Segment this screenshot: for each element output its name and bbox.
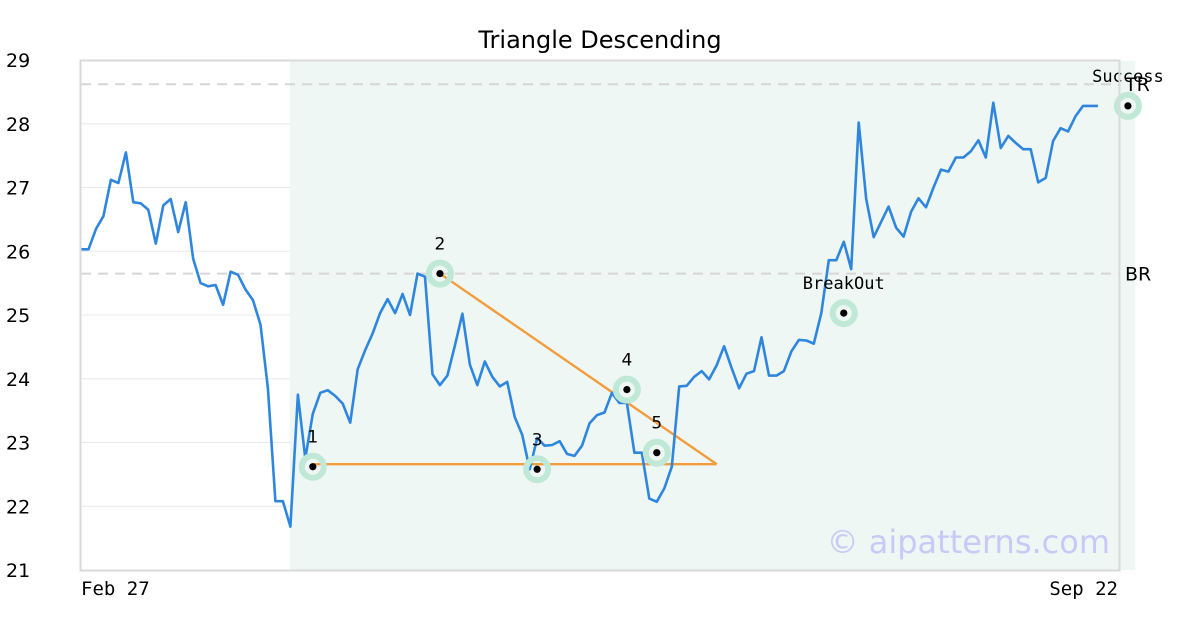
annotation-label: Success (1092, 67, 1164, 87)
level-lines: TR BR (81, 74, 1151, 286)
x-tick-label: Feb 27 (81, 578, 150, 600)
pattern-point-label: 3 (532, 430, 543, 450)
y-tick-label: 23 (6, 433, 30, 455)
x-tick-label: Sep 22 (1049, 578, 1118, 600)
marker-halo (425, 259, 454, 288)
triangle-line (439, 272, 718, 466)
y-tick-label: 25 (6, 305, 30, 327)
marker-halo (1113, 91, 1142, 120)
marker-halo (298, 452, 327, 481)
chart-title: Triangle Descending (477, 26, 721, 54)
marker-dot (309, 463, 317, 471)
marker-dot (623, 385, 631, 394)
pattern-markers: 1 2 3 4 5 BreakOut Success (298, 67, 1164, 484)
annotation-label: BreakOut (803, 274, 885, 294)
y-tick-label: 29 (6, 50, 30, 72)
y-tick-label: 26 (6, 241, 30, 263)
y-axis-ticks: 21 22 23 24 25 26 27 28 29 (6, 50, 30, 582)
pattern-shaded-region (289, 61, 1136, 570)
pattern-point-label: 1 (307, 428, 318, 448)
y-tick-label: 21 (6, 560, 30, 582)
price-series-line (81, 101, 1098, 528)
marker-halo (612, 375, 641, 404)
y-tick-label: 22 (6, 496, 30, 518)
watermark: © aipatterns.com (827, 523, 1110, 561)
marker-halo (829, 299, 858, 328)
plot-frame (79, 59, 1121, 572)
pattern-point-label: 4 (621, 351, 632, 371)
pattern-point-label: 2 (435, 235, 446, 255)
x-axis-ticks: Feb 27 Sep 22 (81, 578, 1118, 600)
level-label: BR (1125, 264, 1151, 286)
marker-dot (533, 465, 541, 473)
marker-halo (642, 438, 671, 467)
marker-dot (436, 269, 444, 278)
level-label: TR (1124, 74, 1150, 96)
y-tick-label: 27 (6, 178, 30, 200)
y-tick-label: 24 (6, 369, 30, 391)
marker-dot (1124, 102, 1132, 110)
marker-dot (653, 449, 661, 457)
marker-dot (840, 309, 848, 317)
pattern-point-label: 5 (651, 414, 662, 434)
marker-halo (523, 455, 552, 484)
y-tick-label: 28 (6, 114, 30, 136)
